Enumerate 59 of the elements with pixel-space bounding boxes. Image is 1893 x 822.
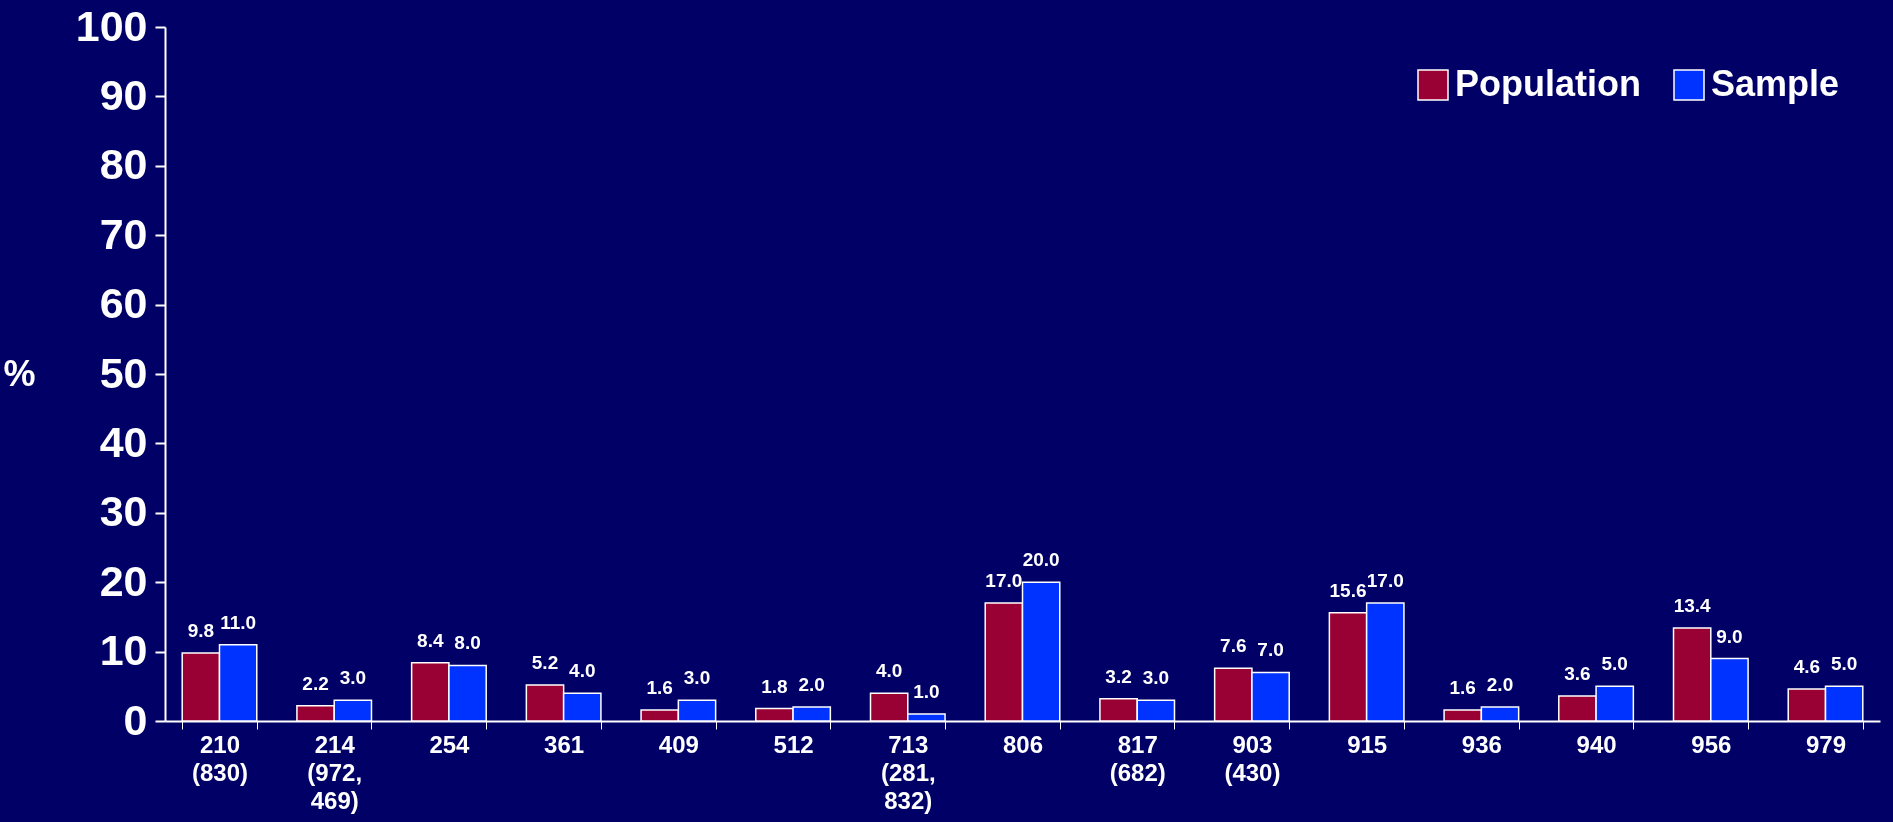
- x-tick-label: 940: [1576, 730, 1617, 758]
- data-label: 1.6: [646, 676, 673, 698]
- data-label: 1.6: [1449, 676, 1476, 698]
- x-tick-label: 210 (830): [191, 730, 249, 786]
- y-tick-label: 0: [123, 695, 148, 744]
- x-tick-label: 903 (430): [1224, 730, 1281, 786]
- data-label: 2.0: [798, 674, 825, 696]
- data-label: 5.2: [531, 651, 559, 673]
- data-label: 20.0: [1022, 549, 1060, 571]
- data-label: 17.0: [1366, 570, 1404, 592]
- y-tick-label: 70: [99, 209, 148, 258]
- y-tick-label: 40: [99, 417, 148, 466]
- x-tick-label: 214 (972, 469): [307, 730, 363, 814]
- legend-label: Population: [1455, 63, 1641, 104]
- y-tick-label: 20: [99, 556, 148, 605]
- data-label: 3.0: [339, 667, 367, 689]
- data-label: 2.2: [302, 672, 329, 694]
- data-label: 8.4: [417, 629, 444, 651]
- y-tick-label: 50: [99, 348, 148, 397]
- x-tick-label: 817 (682): [1109, 730, 1166, 786]
- y-tick-label: 90: [99, 70, 148, 119]
- data-label: 11.0: [220, 611, 257, 633]
- data-label: 9.8: [187, 619, 215, 641]
- x-tick-label: 915: [1347, 730, 1388, 758]
- data-label: 3.0: [683, 667, 711, 689]
- data-label: 3.0: [1142, 667, 1170, 689]
- data-label: 13.4: [1673, 595, 1712, 616]
- data-label: 4.0: [569, 660, 596, 682]
- data-label: 5.0: [1601, 653, 1628, 675]
- data-label: 8.0: [454, 632, 481, 654]
- x-tick-label: 956: [1691, 730, 1732, 758]
- x-tick-label: 254: [429, 730, 471, 758]
- data-label: 9.0: [1716, 625, 1743, 647]
- data-label: 3.6: [1564, 663, 1591, 685]
- data-label: 4.6: [1793, 656, 1821, 678]
- x-tick-label: 713 (281, 832): [880, 730, 936, 814]
- data-label: 4.0: [875, 660, 903, 682]
- data-label: 17.0: [985, 570, 1023, 592]
- data-label: 5.0: [1830, 653, 1858, 675]
- data-label: 3.2: [1105, 665, 1132, 687]
- x-tick-label: 936: [1461, 730, 1502, 758]
- x-tick-label: 361: [544, 730, 585, 758]
- x-tick-label: 409: [658, 730, 699, 758]
- x-tick-label: 979: [1805, 730, 1847, 758]
- y-axis-title: %: [3, 352, 36, 394]
- x-tick-label: 806: [1002, 730, 1044, 758]
- x-tick-label: 512: [773, 730, 814, 758]
- y-tick-label: 60: [99, 279, 148, 328]
- data-label: 1.8: [761, 675, 788, 697]
- data-label: 1.0: [913, 681, 940, 703]
- y-tick-label: 100: [75, 1, 148, 50]
- data-label: 2.0: [1486, 674, 1514, 696]
- y-tick-label: 80: [99, 140, 148, 189]
- legend-label: Sample: [1711, 63, 1840, 104]
- data-label: 7.0: [1257, 639, 1284, 661]
- data-label: 15.6: [1329, 579, 1367, 601]
- y-tick-label: 10: [99, 626, 148, 675]
- data-label: 7.6: [1220, 635, 1247, 657]
- y-tick-label: 30: [99, 487, 148, 536]
